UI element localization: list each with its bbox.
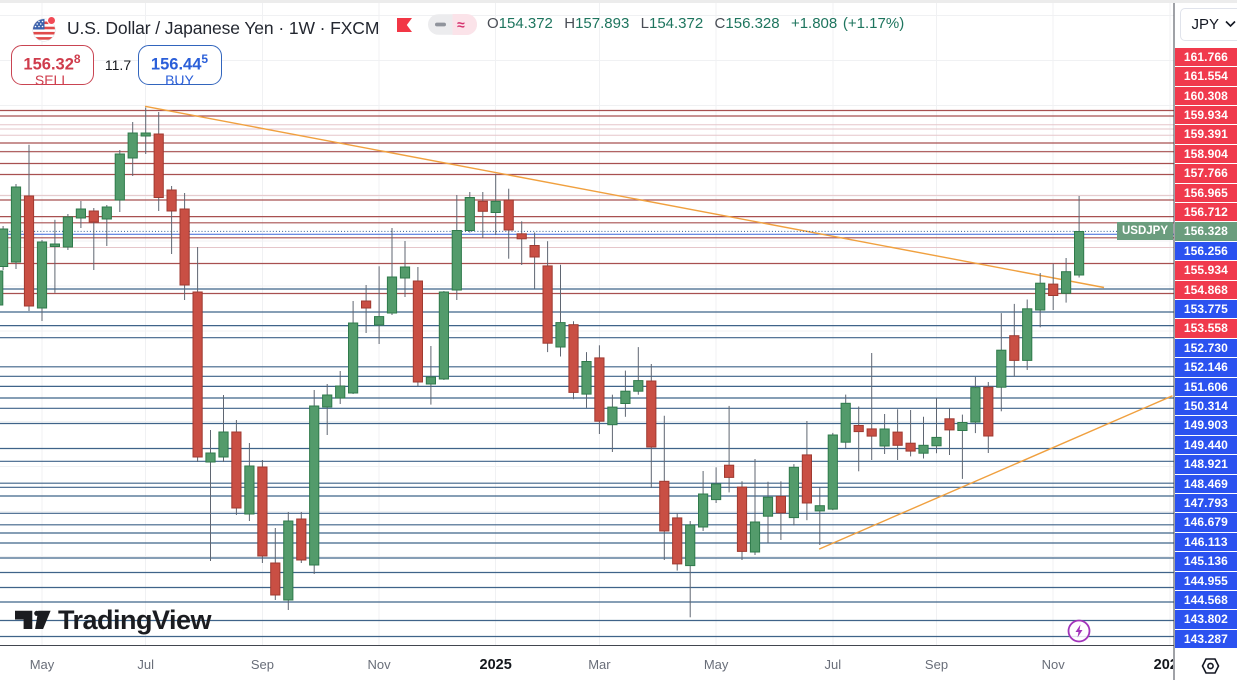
- svg-text:≈: ≈: [457, 16, 465, 32]
